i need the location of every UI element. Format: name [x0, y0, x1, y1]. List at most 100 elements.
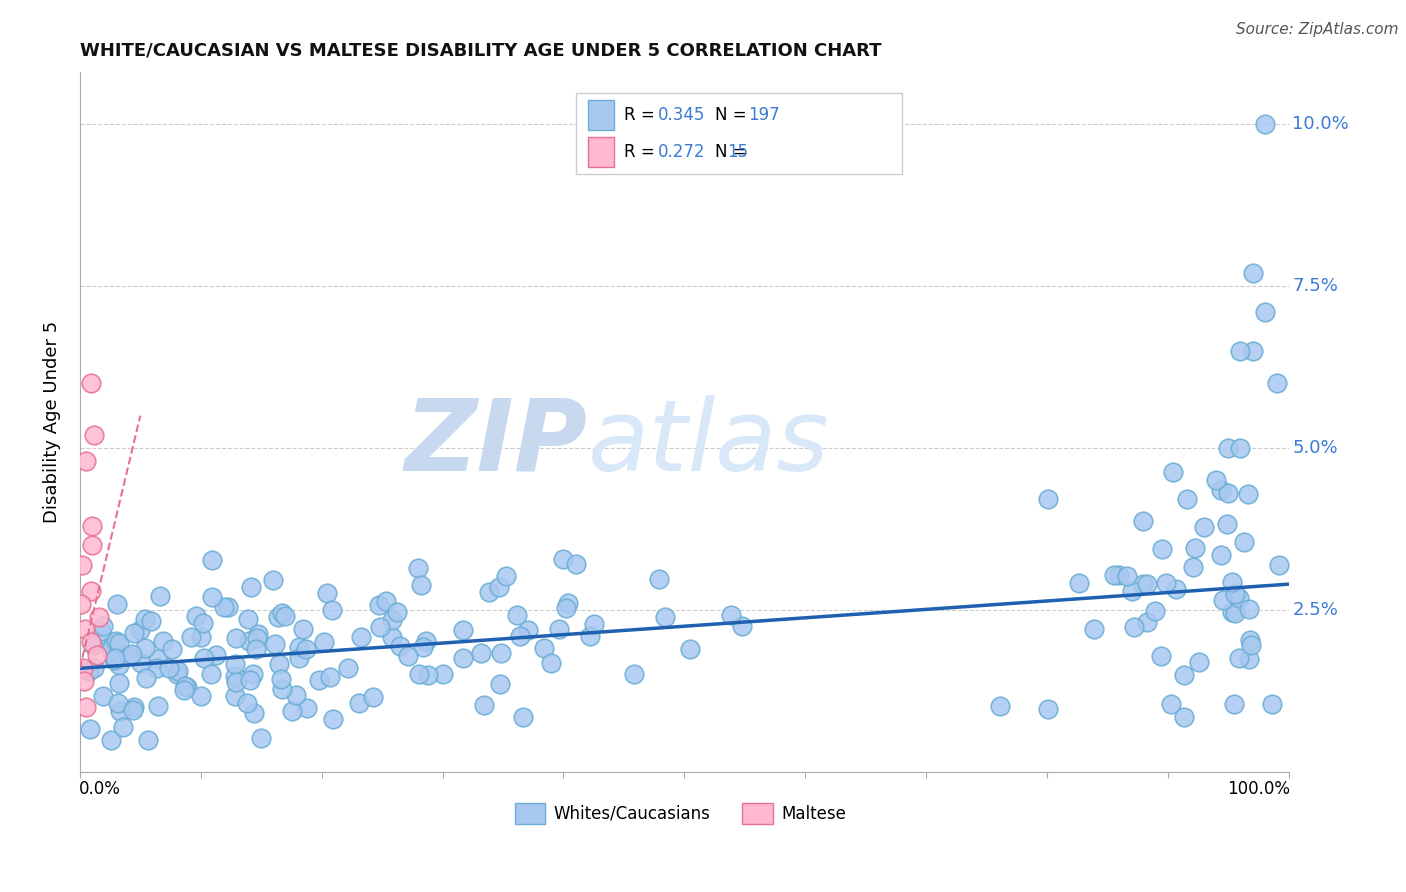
Point: [80, 518, 103, 533]
Point: [1212, 593, 1234, 607]
Point: [90, 624, 112, 639]
Text: 197: 197: [748, 106, 780, 124]
Point: [314, 634, 336, 648]
Point: [564, 557, 586, 571]
Point: [505, 608, 527, 623]
Point: [1237, 652, 1260, 666]
Point: [1150, 541, 1173, 556]
Point: [495, 569, 517, 583]
Point: [131, 656, 153, 670]
Text: 10.0%: 10.0%: [1292, 115, 1350, 133]
Point: [1222, 697, 1244, 711]
Point: [214, 599, 236, 614]
Point: [103, 653, 125, 667]
Point: [1083, 622, 1105, 636]
Text: 0.272: 0.272: [658, 144, 706, 161]
Text: Whites/Caucasians: Whites/Caucasians: [554, 805, 710, 823]
Point: [240, 580, 263, 594]
Point: [1173, 710, 1195, 724]
Point: [166, 667, 188, 681]
Point: [190, 689, 212, 703]
Point: [1192, 520, 1215, 534]
Point: [79, 723, 101, 737]
Point: [224, 689, 246, 703]
Point: [1067, 576, 1090, 591]
Point: [411, 578, 433, 592]
Point: [415, 634, 437, 648]
Point: [271, 682, 294, 697]
Point: [731, 619, 754, 633]
Point: [225, 631, 247, 645]
Text: 0.0%: 0.0%: [79, 780, 121, 798]
Point: [135, 671, 157, 685]
Point: [1229, 343, 1251, 358]
Point: [489, 646, 512, 660]
FancyBboxPatch shape: [588, 137, 614, 167]
Point: [1239, 633, 1261, 648]
Point: [146, 699, 169, 714]
Text: N =: N =: [714, 144, 751, 161]
Point: [1240, 638, 1263, 652]
Point: [217, 600, 239, 615]
Point: [107, 697, 129, 711]
Point: [368, 620, 391, 634]
Point: [1136, 615, 1159, 629]
Point: [623, 666, 645, 681]
Point: [193, 650, 215, 665]
Point: [416, 667, 439, 681]
Point: [1253, 305, 1275, 319]
Text: 100.0%: 100.0%: [1227, 780, 1291, 798]
Point: [557, 596, 579, 610]
Point: [1211, 483, 1233, 498]
Point: [245, 642, 267, 657]
Text: R =: R =: [624, 106, 659, 124]
Point: [1184, 541, 1206, 555]
Point: [1115, 569, 1137, 583]
Text: 7.5%: 7.5%: [1292, 277, 1339, 295]
Text: N =: N =: [714, 106, 751, 124]
Point: [236, 696, 259, 710]
Point: [1181, 560, 1204, 574]
Point: [488, 580, 510, 594]
Text: ZIP: ZIP: [405, 394, 588, 491]
Point: [1132, 514, 1154, 528]
Point: [238, 612, 260, 626]
Point: [1122, 620, 1144, 634]
Y-axis label: Disability Age Under 5: Disability Age Under 5: [44, 321, 60, 524]
Text: WHITE/CAUCASIAN VS MALTESE DISABILITY AGE UNDER 5 CORRELATION CHART: WHITE/CAUCASIAN VS MALTESE DISABILITY AG…: [80, 42, 882, 60]
Point: [512, 710, 534, 724]
Point: [274, 609, 297, 624]
Point: [1036, 491, 1059, 506]
Point: [110, 704, 132, 718]
Text: R =: R =: [624, 144, 659, 161]
Point: [1102, 568, 1125, 582]
Point: [1227, 591, 1250, 606]
Point: [516, 623, 538, 637]
Point: [157, 661, 180, 675]
Point: [250, 731, 273, 745]
Point: [190, 630, 212, 644]
Point: [1173, 668, 1195, 682]
Point: [1161, 465, 1184, 479]
Point: [70, 558, 93, 572]
Point: [246, 627, 269, 641]
Point: [270, 606, 292, 620]
Text: Source: ZipAtlas.com: Source: ZipAtlas.com: [1236, 22, 1399, 37]
Point: [720, 607, 742, 622]
Point: [112, 720, 135, 734]
Point: [1229, 651, 1251, 665]
Point: [388, 639, 411, 653]
Point: [107, 675, 129, 690]
Point: [122, 626, 145, 640]
Point: [1150, 648, 1173, 663]
Point: [201, 552, 224, 566]
Point: [408, 667, 430, 681]
Point: [83, 428, 105, 442]
Point: [118, 648, 141, 663]
Point: [191, 615, 214, 630]
Point: [1154, 575, 1177, 590]
Point: [280, 704, 302, 718]
Point: [582, 616, 605, 631]
Point: [146, 660, 169, 674]
Point: [122, 699, 145, 714]
